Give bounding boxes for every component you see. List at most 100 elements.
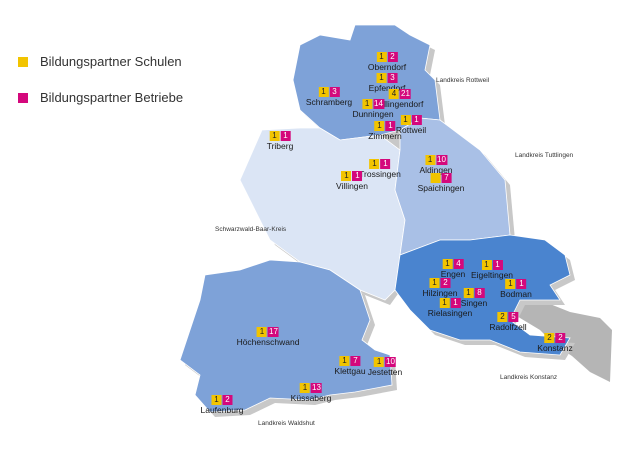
schools-count: 1 [369, 159, 380, 169]
companies-count: 3 [387, 73, 398, 83]
schools-count: 1 [339, 356, 350, 366]
place-jestetten: 1 10 Jestetten [367, 357, 403, 377]
schools-count: 1 [374, 121, 385, 131]
legend-companies: Bildungspartner Betriebe [18, 90, 183, 105]
region-label-konstanz: Landkreis Konstanz [500, 374, 558, 381]
place-name: Aldingen [419, 165, 453, 175]
schools-count: 2 [544, 333, 555, 343]
companies-count: 7 [441, 173, 452, 183]
place-name: Singen [460, 298, 488, 308]
schools-count: 1 [376, 73, 387, 83]
place-name: Laufenburg [200, 405, 244, 415]
place-name: Höchenschwand [236, 337, 300, 347]
place-spaichingen: 7 Spaichingen [417, 173, 465, 193]
place-name: Bodman [500, 289, 532, 299]
companies-count: 4 [453, 259, 464, 269]
companies-count: 14 [373, 99, 384, 109]
place-name: Konstanz [537, 343, 573, 353]
legend-schools: Bildungspartner Schulen [18, 54, 182, 69]
place-dunningen: 1 14 Dunningen [352, 99, 394, 119]
companies-count: 8 [474, 288, 485, 298]
companies-count: 5 [508, 312, 519, 322]
place-name: Jestetten [367, 367, 403, 377]
companies-count: 1 [516, 279, 527, 289]
schools-count: 1 [505, 279, 516, 289]
schools-count: 1 [269, 131, 280, 141]
place-name: Hilzingen [422, 288, 458, 298]
companies-count: 17 [268, 327, 279, 337]
companies-count: 1 [380, 159, 391, 169]
region-label-waldshut: Landkreis Waldshut [258, 420, 315, 427]
place-name: Klettgau [334, 366, 366, 376]
place-name: Schramberg [305, 97, 353, 107]
place-kuessaberg: 1 13 Küssaberg [290, 383, 332, 403]
schools-count: 1 [481, 260, 492, 270]
place-name: Zimmern [368, 131, 402, 141]
companies-count: 3 [329, 87, 340, 97]
companies-count: 21 [400, 89, 411, 99]
place-name: Radolfzell [489, 322, 527, 332]
place-name: Rottweil [395, 125, 427, 135]
companies-count: 1 [411, 115, 422, 125]
schools-count: 1 [439, 298, 450, 308]
place-name: Engen [440, 269, 466, 279]
schools-count: 1 [425, 155, 436, 165]
schools-count: 1 [463, 288, 474, 298]
schools-count: 1 [362, 99, 373, 109]
region-label-tuttlingen: Landkreis Tuttlingen [515, 152, 574, 159]
legend-companies-swatch [18, 92, 28, 103]
region-rottweil [292, 24, 441, 141]
schools-count: 1 [429, 278, 440, 288]
schools-count: 1 [300, 383, 311, 393]
schools-count: 1 [400, 115, 411, 125]
companies-count: 2 [387, 52, 398, 62]
companies-count: 1 [450, 298, 461, 308]
place-hoechenschwand: 1 17 Höchenschwand [236, 327, 300, 347]
place-name: Spaichingen [417, 183, 465, 193]
schools-count: 4 [389, 89, 400, 99]
schools-count: 2 [497, 312, 508, 322]
place-name: Oberndorf [367, 62, 407, 72]
companies-count: 2 [222, 395, 233, 405]
place-name: Dunningen [352, 109, 394, 119]
place-name: Küssaberg [290, 393, 332, 403]
place-name: Villingen [336, 181, 368, 191]
schools-count: 1 [341, 171, 352, 181]
legend-schools-swatch [18, 56, 28, 67]
schools-count: 1 [211, 395, 222, 405]
legend-schools-label: Bildungspartner Schulen [40, 54, 182, 69]
schools-count: 1 [376, 52, 387, 62]
companies-count: 10 [436, 155, 447, 165]
place-name: Epfendorf [368, 83, 406, 93]
place-name: Rielasingen [427, 308, 473, 318]
schools-count [430, 173, 441, 183]
schools-count: 1 [257, 327, 268, 337]
place-villingendorf: 4 21 Villingendorf [376, 89, 424, 109]
companies-count: 1 [492, 260, 503, 270]
schools-count: 1 [442, 259, 453, 269]
place-name: Eigeltingen [470, 270, 514, 280]
companies-count: 13 [311, 383, 322, 393]
companies-count: 7 [350, 356, 361, 366]
place-name: Trossingen [359, 169, 401, 179]
place-name: Triberg [266, 141, 294, 151]
schools-count: 1 [318, 87, 329, 97]
region-label-rottweil: Landkreis Rottweil [436, 77, 490, 84]
region-label-sbk: Schwarzwald-Baar-Kreis [215, 226, 287, 233]
place-name: Villingendorf [376, 99, 424, 109]
place-aldingen: 1 10 Aldingen [419, 155, 453, 175]
